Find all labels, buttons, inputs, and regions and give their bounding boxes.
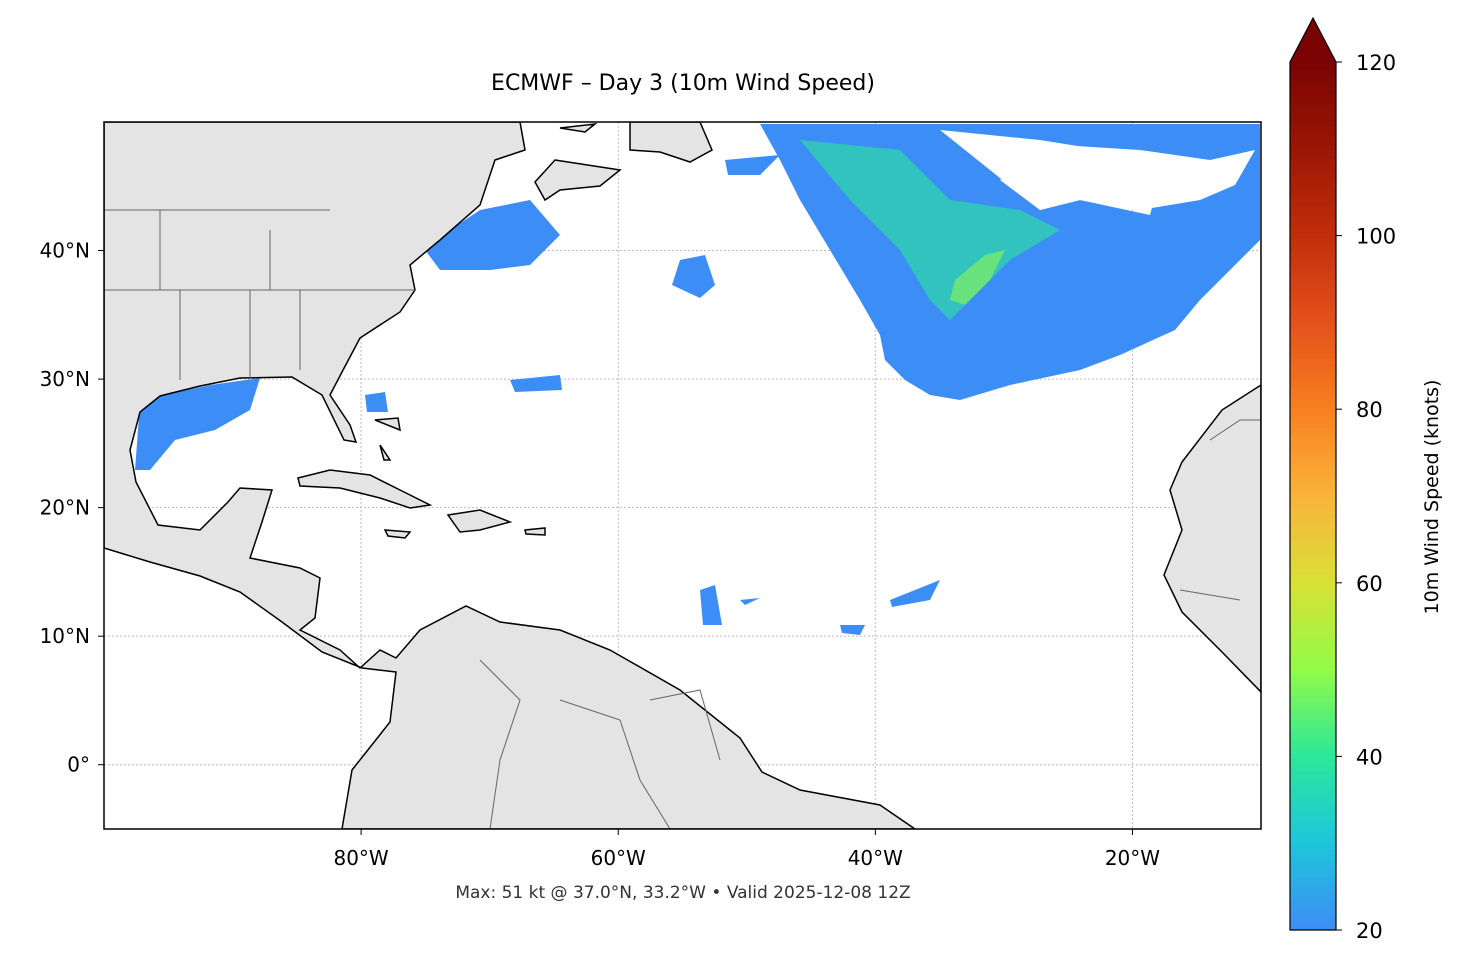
colorbar-scale: [1290, 62, 1336, 930]
colorbar-extend: [1290, 18, 1336, 62]
map-frame: [103, 121, 1262, 830]
colorbar-tick-label: 100: [1356, 225, 1396, 249]
colorbar-tick-label: 120: [1356, 51, 1396, 75]
colorbar: 20 40 60 80 100 120: [1289, 16, 1396, 943]
wind-core: [800, 140, 1060, 320]
colorbar-tick-label: 20: [1356, 919, 1383, 943]
map-title: ECMWF – Day 3 (10m Wind Speed): [491, 71, 875, 96]
axes: 80°W 60°W 40°W 20°W 0° 10°N 20°N 30°N 40°N: [40, 239, 1161, 870]
islands: [374, 417, 546, 539]
x-tick-label: 20°W: [1105, 846, 1160, 870]
map-layer: [104, 122, 1261, 829]
hispaniola: [446, 509, 513, 533]
colorbar-label: 10m Wind Speed (knots): [1421, 380, 1443, 615]
wind-field: [700, 580, 940, 635]
cuba: [297, 469, 433, 509]
y-tick-label: 0°: [67, 753, 90, 777]
calm-area: [1000, 145, 1255, 210]
colorbar-outline: [1289, 16, 1337, 931]
colorbar-tick-label: 40: [1356, 745, 1383, 769]
footer-note: Max: 51 kt @ 37.0°N, 33.2°W • Valid 2025…: [455, 883, 910, 903]
colorbar-tick-label: 80: [1356, 398, 1383, 422]
colorbar-tick-label: 60: [1356, 572, 1383, 596]
wind-field: [135, 378, 260, 470]
africa: [1163, 384, 1261, 694]
y-tick-label: 40°N: [40, 239, 90, 263]
x-tick-label: 60°W: [591, 846, 646, 870]
y-tick-label: 30°N: [40, 367, 90, 391]
wind-field: [425, 200, 560, 270]
x-tick-label: 80°W: [333, 846, 388, 870]
canada-east: [534, 122, 713, 202]
wind-field: [365, 155, 780, 412]
y-tick-label: 10°N: [40, 624, 90, 648]
borders: [104, 209, 1261, 829]
wind-max: [950, 250, 1005, 305]
y-tick-label: 20°N: [40, 496, 90, 520]
x-tick-label: 40°W: [848, 846, 903, 870]
north-america: [104, 122, 917, 829]
